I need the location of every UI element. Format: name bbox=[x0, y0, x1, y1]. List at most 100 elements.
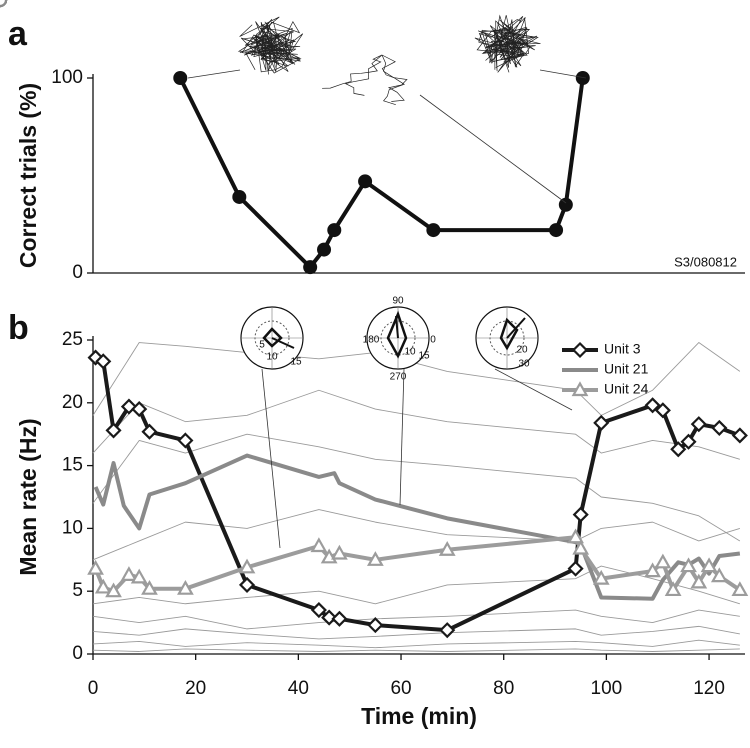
polar-label: 10 bbox=[404, 347, 416, 358]
diamond-marker bbox=[367, 617, 384, 634]
triangle-marker bbox=[664, 581, 682, 597]
polar-tuning bbox=[499, 317, 519, 351]
polar-label: 15 bbox=[418, 351, 430, 362]
triangle-marker bbox=[94, 578, 112, 594]
polar-label: 30 bbox=[518, 359, 530, 370]
polar-vector bbox=[395, 315, 399, 339]
x-tick-label: 60 bbox=[390, 678, 411, 699]
polar-label: 5 bbox=[259, 340, 265, 351]
trajectory bbox=[239, 16, 296, 65]
polar-tuning bbox=[386, 310, 408, 359]
diamond-marker bbox=[238, 576, 256, 593]
connector bbox=[399, 368, 405, 506]
triangle-marker bbox=[700, 557, 718, 573]
triangle-marker bbox=[105, 582, 122, 598]
y-tick-label: 100 bbox=[51, 67, 83, 88]
diamond-marker bbox=[644, 397, 661, 414]
diamond-marker bbox=[572, 506, 589, 523]
triangle-marker bbox=[644, 562, 661, 578]
triangle-marker bbox=[177, 579, 194, 595]
triangle-marker bbox=[572, 539, 590, 555]
polar-label: 0 bbox=[430, 335, 436, 346]
x-tick-label: 0 bbox=[88, 678, 99, 699]
diamond-marker bbox=[571, 341, 589, 359]
triangle-marker bbox=[130, 568, 148, 584]
point bbox=[232, 189, 247, 204]
polar-label: 180 bbox=[363, 335, 380, 346]
point bbox=[358, 174, 373, 189]
y-axis-label: Mean rate (Hz) bbox=[15, 418, 41, 575]
connector bbox=[419, 94, 567, 204]
polar-label: 90 bbox=[392, 296, 404, 307]
trajectory bbox=[344, 54, 383, 96]
triangle-marker bbox=[710, 567, 728, 583]
diamond-marker bbox=[177, 432, 194, 449]
triangle-marker bbox=[366, 551, 384, 566]
series-line bbox=[93, 453, 741, 601]
point bbox=[173, 71, 188, 85]
triangle-marker bbox=[592, 569, 610, 585]
connector bbox=[494, 368, 573, 411]
polar-tuning bbox=[262, 327, 283, 348]
diamond-marker bbox=[321, 609, 338, 626]
point bbox=[575, 71, 590, 85]
x-tick-label: 100 bbox=[591, 678, 623, 699]
connector bbox=[187, 69, 241, 79]
triangle-marker bbox=[310, 537, 328, 553]
y-tick-label: 10 bbox=[62, 517, 83, 538]
x-tick-label: 80 bbox=[493, 678, 514, 699]
triangle-marker bbox=[680, 557, 697, 573]
diamond-marker bbox=[711, 419, 728, 436]
background-line bbox=[92, 433, 741, 542]
triangle-marker bbox=[438, 541, 456, 556]
diamond-marker bbox=[439, 622, 456, 639]
series-line bbox=[178, 77, 585, 270]
y-tick-label: 0 bbox=[72, 643, 83, 664]
point bbox=[558, 197, 573, 212]
circle-marker bbox=[0, 0, 8, 8]
trajectory bbox=[260, 20, 301, 75]
legend-label: Unit 24 bbox=[604, 381, 649, 397]
legend-label: Unit 3 bbox=[604, 341, 641, 357]
y-tick-label: 5 bbox=[72, 580, 83, 601]
triangle-marker bbox=[571, 381, 589, 397]
point bbox=[549, 223, 564, 238]
y-tick-label: 0 bbox=[72, 262, 83, 283]
triangle-marker bbox=[690, 573, 708, 589]
diamond-marker bbox=[690, 416, 707, 433]
diamond-marker bbox=[141, 423, 158, 440]
x-tick-label: 20 bbox=[185, 678, 206, 699]
polar-label: 15 bbox=[290, 357, 302, 368]
x-axis-label: Time (min) bbox=[361, 703, 477, 729]
legend-label: Unit 21 bbox=[604, 361, 649, 377]
diamond-marker bbox=[95, 353, 112, 370]
point bbox=[426, 223, 441, 238]
connector bbox=[261, 368, 281, 549]
polar-vector bbox=[506, 317, 526, 339]
series-line bbox=[94, 355, 741, 633]
diamond-marker bbox=[567, 560, 584, 577]
background-line bbox=[92, 389, 740, 460]
triangle-marker bbox=[87, 559, 104, 575]
polar-label: 270 bbox=[390, 372, 407, 383]
y-tick-label: 15 bbox=[62, 455, 83, 476]
point bbox=[303, 260, 318, 275]
background-line bbox=[92, 609, 740, 630]
diamond-marker bbox=[731, 427, 748, 444]
diamond-marker bbox=[131, 401, 148, 418]
y-tick-label: 25 bbox=[62, 329, 83, 350]
polar-vector bbox=[271, 337, 295, 349]
triangle-marker bbox=[654, 553, 672, 569]
y-axis-label: Correct trials (%) bbox=[15, 83, 41, 268]
diamond-marker bbox=[593, 414, 610, 431]
background-line bbox=[92, 625, 740, 640]
diamond-marker bbox=[680, 433, 697, 450]
background-line bbox=[92, 648, 740, 652]
diamond-marker bbox=[310, 601, 327, 619]
annotation: S3/080812 bbox=[674, 254, 737, 269]
triangle-marker bbox=[731, 581, 749, 597]
x-tick-label: 40 bbox=[288, 678, 309, 699]
polar-label: 10 bbox=[266, 352, 278, 363]
background-line bbox=[92, 639, 740, 649]
